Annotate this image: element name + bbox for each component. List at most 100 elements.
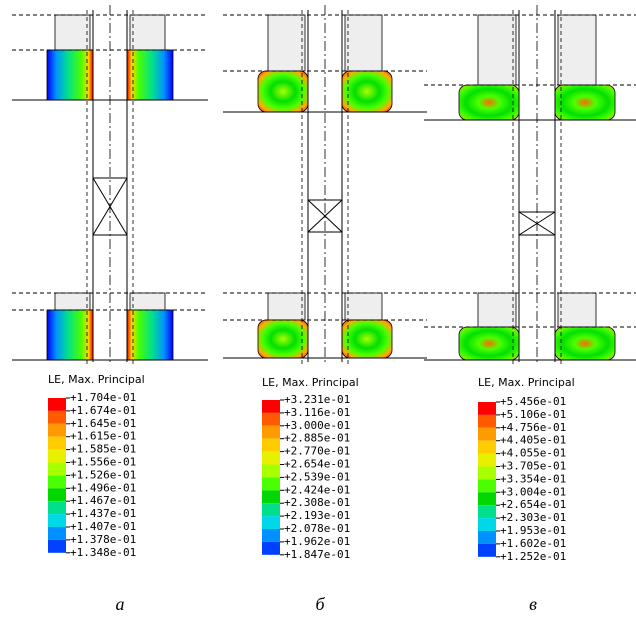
legend-title: LE, Max. Principal	[478, 376, 575, 389]
die-block	[55, 293, 90, 310]
figure: LE, Max. Principal+1.704e-01+1.674e-01+1…	[0, 0, 636, 624]
legend-value: +1.962e-01	[284, 535, 350, 548]
legend-swatch	[262, 542, 280, 555]
legend-swatch	[478, 518, 496, 531]
legend-value: +3.000e-01	[284, 419, 350, 432]
legend-swatch	[478, 454, 496, 467]
die-block	[345, 293, 382, 320]
legend-swatch	[478, 428, 496, 441]
legend-value: +4.405e-01	[500, 434, 566, 447]
legend-value: +2.308e-01	[284, 496, 350, 509]
die-block	[345, 15, 382, 71]
die-block	[478, 15, 516, 85]
legend-value: +1.467e-01	[70, 494, 136, 507]
legend-value: +1.602e-01	[500, 537, 566, 550]
panel: LE, Max. Principal +3.231e-01+3.116e-01+3…	[223, 5, 427, 614]
contour-region	[342, 71, 392, 112]
contour-region	[342, 320, 392, 358]
legend-value: +1.348e-01	[70, 546, 136, 559]
legend-swatch	[48, 475, 66, 488]
legend-swatch	[262, 503, 280, 516]
legend-value: +5.456e-01	[500, 395, 566, 408]
legend-value: +2.078e-01	[284, 522, 350, 535]
legend-value: +2.193e-01	[284, 509, 350, 522]
legend-swatch	[262, 452, 280, 465]
legend-swatch	[478, 531, 496, 544]
contour-region	[459, 85, 519, 120]
legend-value: +1.615e-01	[70, 430, 136, 443]
legend-value: +1.847e-01	[284, 548, 350, 561]
die-block	[55, 15, 90, 50]
legend-swatch	[48, 514, 66, 527]
legend-value: +3.354e-01	[500, 472, 566, 485]
contour-region	[555, 85, 615, 120]
contour-region	[47, 310, 93, 360]
legend-swatch	[262, 477, 280, 490]
legend-swatch	[262, 426, 280, 439]
panel: LE, Max. Principal+1.704e-01+1.674e-01+1…	[12, 5, 208, 614]
legend-value: +1.437e-01	[70, 507, 136, 520]
legend-swatch	[48, 398, 66, 411]
legend-swatch	[262, 516, 280, 529]
legend-value: +5.106e-01	[500, 408, 566, 421]
contour-region	[47, 50, 93, 100]
legend-swatch	[48, 424, 66, 437]
legend-value: +1.704e-01	[70, 391, 136, 404]
contour-region	[258, 71, 308, 112]
legend-value: +2.303e-01	[500, 511, 566, 524]
legend-swatch	[48, 501, 66, 514]
legend-value: +1.556e-01	[70, 456, 136, 469]
legend-value: +4.055e-01	[500, 447, 566, 460]
legend-swatch	[48, 463, 66, 476]
legend-swatch	[478, 415, 496, 428]
contour-region	[127, 310, 173, 360]
legend-swatch	[478, 492, 496, 505]
legend-value: +4.756e-01	[500, 421, 566, 434]
legend-swatch	[478, 467, 496, 480]
legend-swatch	[262, 465, 280, 478]
legend-title: LE, Max. Principal	[262, 376, 359, 389]
legend-value: +3.231e-01	[284, 393, 350, 406]
legend-value: +1.585e-01	[70, 443, 136, 456]
legend-value: +3.705e-01	[500, 460, 566, 473]
legend-value: +2.770e-01	[284, 445, 350, 458]
legend-value: +2.539e-01	[284, 470, 350, 483]
legend-value: +1.645e-01	[70, 417, 136, 430]
contour-region	[555, 327, 615, 360]
legend-value: +1.378e-01	[70, 533, 136, 546]
legend-value: +1.252e-01	[500, 550, 566, 563]
legend-value: +2.885e-01	[284, 432, 350, 445]
legend-swatch	[478, 441, 496, 454]
contour-region	[459, 327, 519, 360]
legend-value: +2.654e-01	[284, 458, 350, 471]
legend-swatch	[478, 479, 496, 492]
legend-value: +1.674e-01	[70, 404, 136, 417]
legend-swatch	[48, 540, 66, 553]
panel-label: б	[315, 594, 325, 614]
legend-swatch	[48, 437, 66, 450]
legend-swatch	[262, 529, 280, 542]
legend-value: +1.953e-01	[500, 524, 566, 537]
die-block	[478, 293, 516, 327]
legend-swatch	[478, 544, 496, 557]
legend-value: +2.654e-01	[500, 498, 566, 511]
legend-value: +3.116e-01	[284, 406, 350, 419]
die-block	[130, 15, 165, 50]
legend-swatch	[262, 400, 280, 413]
legend-swatch	[262, 413, 280, 426]
die-block	[268, 15, 305, 71]
panel-label: а	[116, 594, 125, 614]
die-block	[558, 15, 596, 85]
legend-swatch	[262, 490, 280, 503]
legend-swatch	[478, 505, 496, 518]
legend-swatch	[48, 450, 66, 463]
die-block	[558, 293, 596, 327]
legend-value: +3.004e-01	[500, 485, 566, 498]
legend-swatch	[262, 439, 280, 452]
legend-swatch	[48, 488, 66, 501]
panel-label: в	[529, 594, 537, 614]
legend-swatch	[478, 402, 496, 415]
legend-value: +1.407e-01	[70, 520, 136, 533]
die-block	[268, 293, 305, 320]
contour-region	[127, 50, 173, 100]
